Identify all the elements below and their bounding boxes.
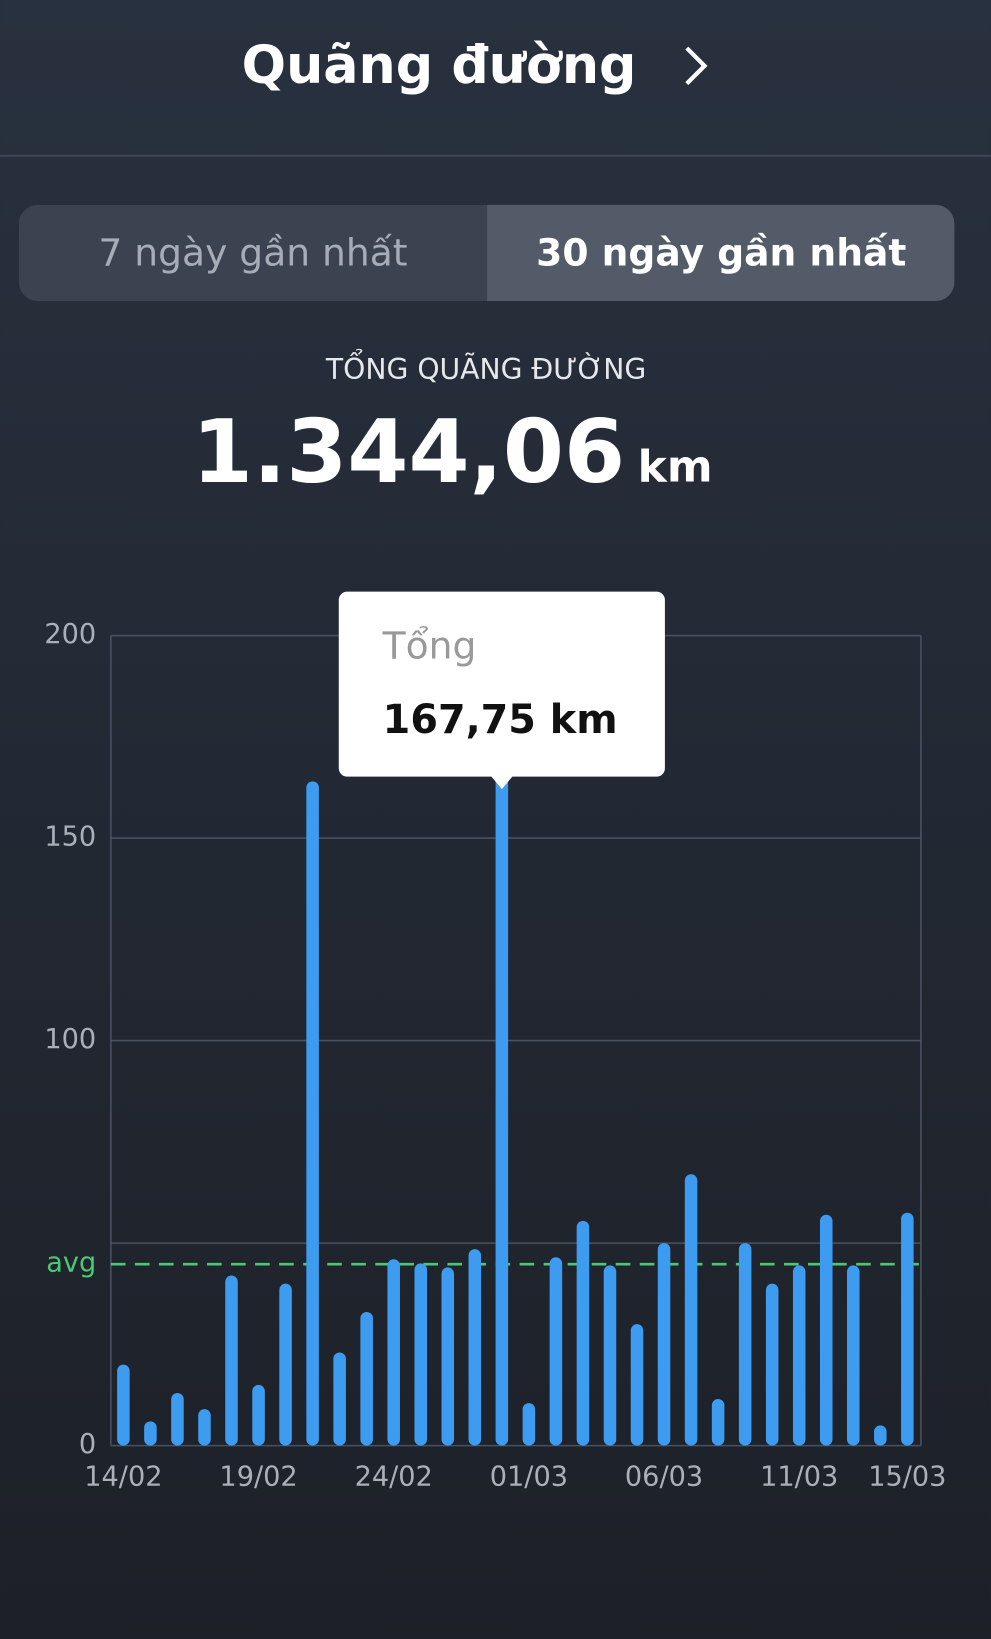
y-tick-label: 0: [79, 1429, 96, 1460]
x-tick-label: 24/02: [355, 1462, 433, 1493]
page-title: Quãng đường: [242, 35, 637, 96]
summary-label: TỔNG QUÃNG ĐƯỜNG: [325, 349, 646, 386]
x-tick-label: 11/03: [760, 1462, 838, 1493]
x-tick-label: 14/02: [84, 1462, 162, 1493]
x-tick-label: 15/03: [868, 1462, 946, 1493]
x-tick-label: 19/02: [219, 1462, 297, 1493]
average-label: avg: [46, 1248, 96, 1279]
chevron[interactable]: [685, 46, 708, 86]
tooltip-box: [338, 591, 665, 790]
tooltip-value: 167,75 km: [383, 697, 618, 743]
y-tick-label: 150: [44, 822, 96, 853]
tab[interactable]: 7 ngày gần nhất: [98, 231, 407, 275]
chart: 0 100 150 200 avg 14/02 19/02 24/02 01/03 06/03 11…: [44, 591, 946, 1493]
tooltip-title: Tổng: [382, 624, 477, 668]
tab-selected[interactable]: [487, 204, 955, 302]
x-tick-label: 06/03: [625, 1462, 703, 1493]
tab[interactable]: 30 ngày gần nhất: [536, 231, 906, 275]
x-tick-label: 01/03: [490, 1462, 568, 1493]
y-tick-label: 200: [44, 619, 96, 650]
y-tick-label: 100: [44, 1024, 96, 1055]
summary-value: 1.344,06: [192, 401, 625, 503]
summary-unit: km: [638, 441, 713, 492]
